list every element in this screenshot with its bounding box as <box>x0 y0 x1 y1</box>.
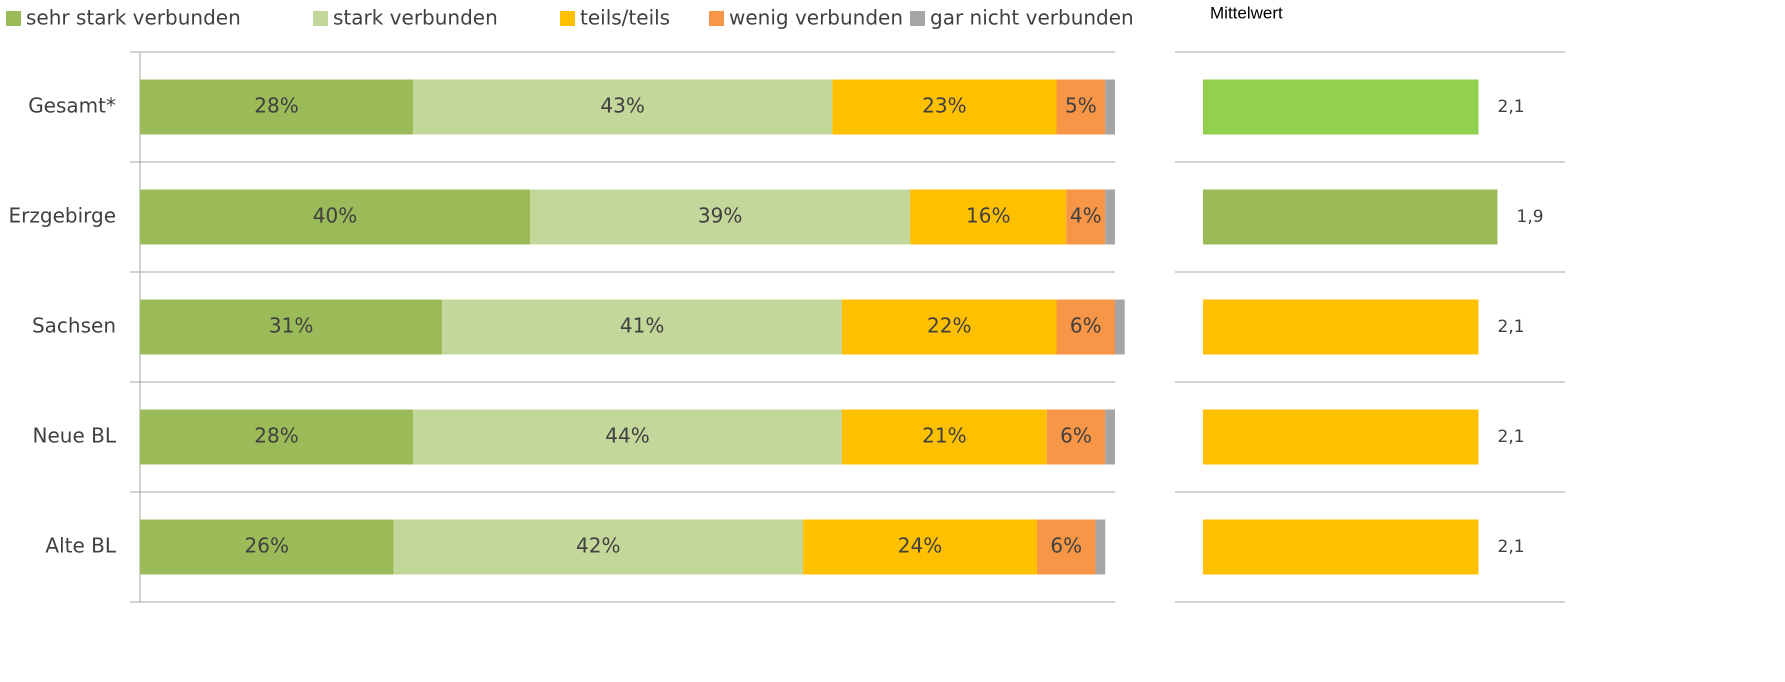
mean-label: 1,9 <box>1517 207 1544 227</box>
legend-label: stark verbunden <box>333 6 498 30</box>
data-label: 4% <box>1070 204 1102 228</box>
mean-bar <box>1203 519 1479 575</box>
mean-bar <box>1203 299 1479 355</box>
legend-label: teils/teils <box>580 6 670 30</box>
y-tick-label: Gesamt* <box>28 94 116 118</box>
data-label: 28% <box>254 424 298 448</box>
mean-label: 2,1 <box>1498 537 1525 557</box>
y-tick-label: Erzgebirge <box>9 204 116 228</box>
data-label: 5% <box>1065 94 1097 118</box>
data-label: 41% <box>620 314 664 338</box>
y-tick-label: Neue BL <box>33 424 117 448</box>
bar-segment <box>442 299 842 355</box>
mean-bar <box>1203 79 1479 135</box>
data-label: 6% <box>1070 314 1102 338</box>
bar-segment <box>140 519 394 575</box>
bar-segment <box>1066 189 1106 245</box>
legend-swatch <box>6 11 21 26</box>
data-label: 44% <box>605 424 649 448</box>
legend-swatch <box>560 11 575 26</box>
legend-label: sehr stark verbunden <box>26 6 241 30</box>
bar-segment <box>842 409 1047 465</box>
legend-label: wenig verbunden <box>729 6 903 30</box>
legend-swatch <box>709 11 724 26</box>
data-label: 40% <box>313 204 357 228</box>
bar-segment <box>530 189 911 245</box>
data-label: 26% <box>245 534 289 558</box>
data-label: 39% <box>698 204 742 228</box>
bar-segment <box>413 409 842 465</box>
data-label: 6% <box>1050 534 1082 558</box>
bar-segment <box>1105 409 1115 465</box>
y-tick-label: Sachsen <box>32 314 116 338</box>
bar-segment <box>1056 299 1115 355</box>
bar-segment <box>1105 79 1115 135</box>
bar-segment <box>1056 79 1106 135</box>
mean-label: 2,1 <box>1498 427 1525 447</box>
bar-segment <box>910 189 1067 245</box>
bar-segment <box>140 79 413 135</box>
bar-segment <box>393 519 803 575</box>
mean-bar <box>1203 189 1498 245</box>
data-label: 28% <box>254 94 298 118</box>
data-label: 22% <box>927 314 971 338</box>
bar-segment <box>1105 189 1115 245</box>
bar-segment <box>140 409 413 465</box>
legend-label: gar nicht verbunden <box>930 6 1134 30</box>
bar-segment <box>140 299 443 355</box>
data-label: 23% <box>922 94 966 118</box>
data-label: 16% <box>966 204 1010 228</box>
mean-label: 2,1 <box>1498 317 1525 337</box>
bar-segment <box>140 189 530 245</box>
data-label: 42% <box>576 534 620 558</box>
y-tick-label: Alte BL <box>45 534 116 558</box>
bar-segment <box>842 299 1057 355</box>
mean-label: 2,1 <box>1498 97 1525 117</box>
legend-swatch <box>313 11 328 26</box>
bar-segment <box>1115 299 1125 355</box>
bar-segment <box>1095 519 1106 575</box>
mean-bar <box>1203 409 1479 465</box>
data-label: 6% <box>1060 424 1092 448</box>
mean-title: Mittelwert <box>1210 3 1283 22</box>
data-label: 31% <box>269 314 313 338</box>
legend-swatch <box>910 11 925 26</box>
data-label: 24% <box>898 534 942 558</box>
data-label: 21% <box>922 424 966 448</box>
bar-segment <box>413 79 833 135</box>
data-label: 43% <box>600 94 644 118</box>
bar-segment <box>1037 519 1096 575</box>
bar-segment <box>832 79 1057 135</box>
bar-segment <box>803 519 1037 575</box>
bar-segment <box>1046 409 1106 465</box>
